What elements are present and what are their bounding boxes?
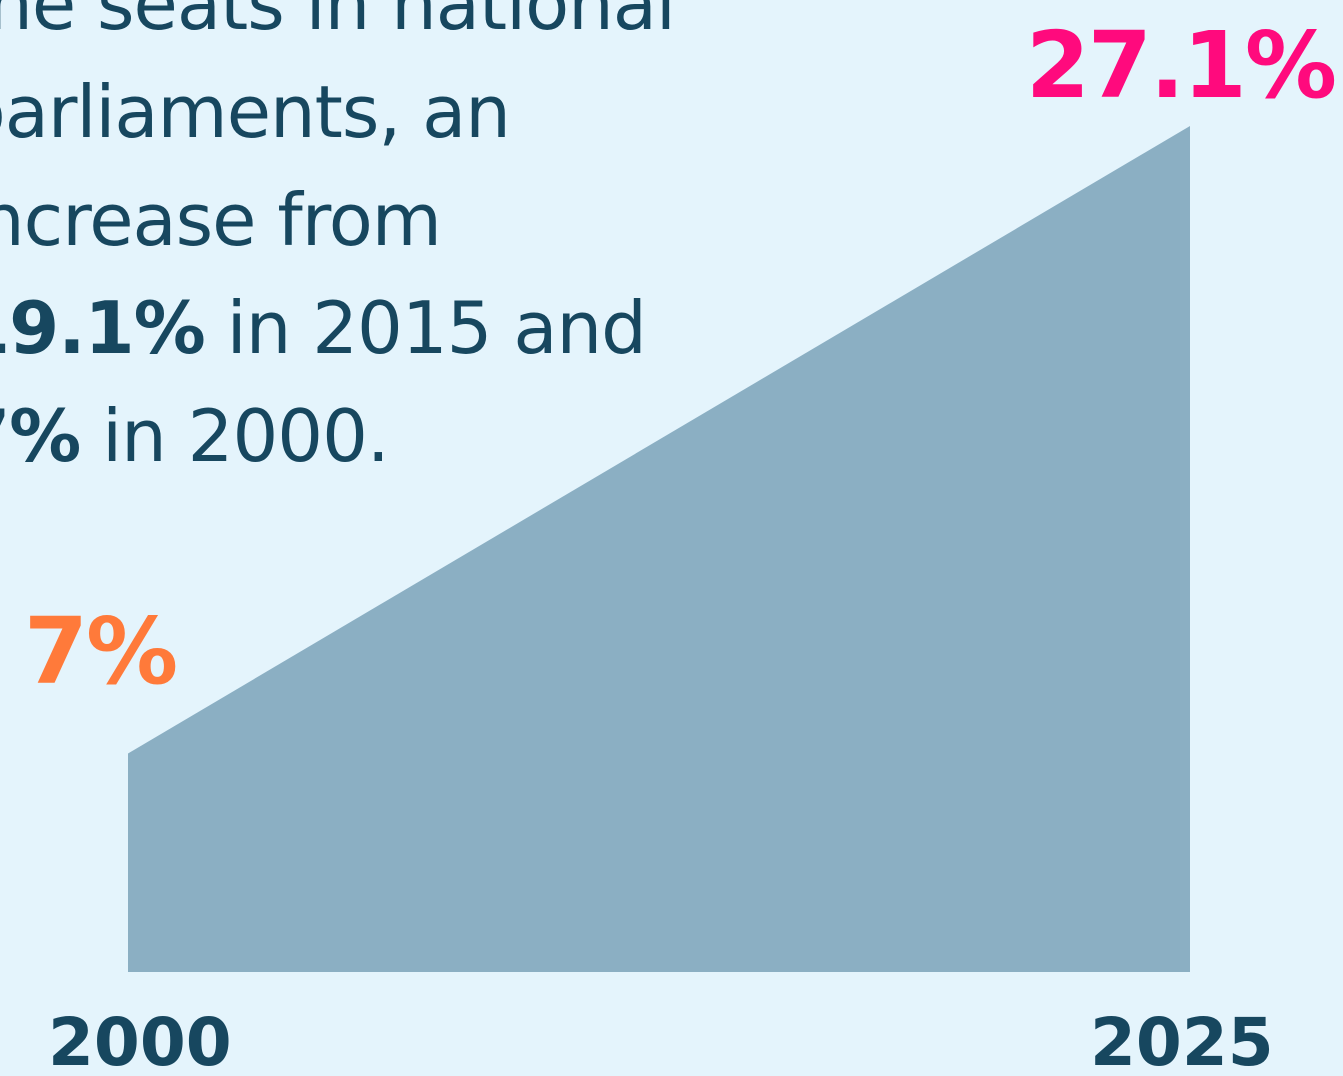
caption-line-4-rest: in 2015 and: [204, 286, 647, 370]
caption-line-5-rest: in 2000.: [80, 394, 390, 478]
caption-line-1: the seats in national: [0, 0, 676, 46]
caption-text: the seats in national parliaments, an in…: [0, 0, 780, 490]
x-tick-label-end: 2025: [1090, 1004, 1274, 1076]
area-series: [128, 126, 1190, 972]
x-tick-label-start: 2000: [48, 1004, 232, 1076]
caption-line-3: increase from: [0, 178, 442, 262]
caption-line-5: 7% in 2000.: [0, 382, 780, 490]
start-value-label: 7%: [24, 598, 178, 705]
caption-value-2000: 7%: [0, 394, 81, 478]
caption-line-2: parliaments, an: [0, 70, 511, 154]
end-value-label: 27.1%: [1025, 12, 1337, 119]
caption-value-2015: 19.1%: [0, 286, 206, 370]
caption-line-4: 19.1% in 2015 and: [0, 274, 780, 382]
